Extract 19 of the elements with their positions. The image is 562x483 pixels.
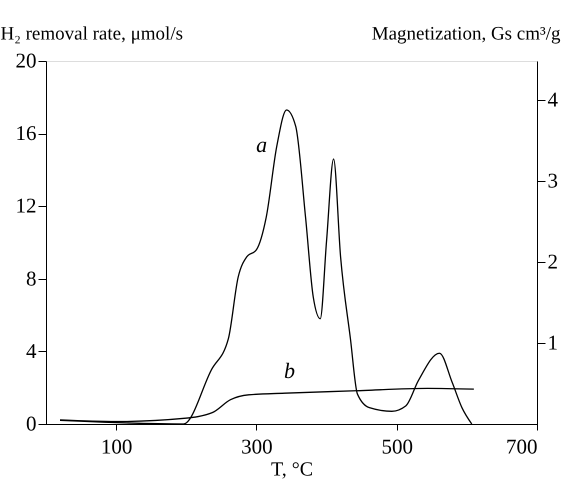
y-tick-label: 4 (26, 338, 37, 363)
x-tick-label: 700 (506, 434, 538, 458)
x-axis-title: T, °C (270, 458, 314, 480)
x-tick-label: 300 (241, 434, 273, 458)
y-tick-label: 8 (26, 266, 36, 290)
x-tick-label: 100 (100, 434, 132, 458)
y2-tick-label: 1 (548, 330, 558, 354)
y-tick-label: 16 (16, 121, 36, 146)
y-tick-label: 12 (16, 194, 36, 218)
series-label: a (256, 132, 268, 158)
y-tick-label: 0 (26, 412, 36, 436)
x-tick-label: 500 (381, 434, 413, 458)
y-axis-title: H₂ removal rate, μmol/s (0, 24, 183, 44)
y2-tick-label: 4 (548, 87, 558, 112)
y2-axis-title: Magnetization, Gs cm³/g (372, 24, 561, 44)
y2-tick-label: 2 (548, 249, 558, 274)
y-tick-label: 20 (16, 48, 36, 72)
y2-tick-label: 3 (548, 168, 558, 192)
series-label: b (284, 358, 295, 384)
